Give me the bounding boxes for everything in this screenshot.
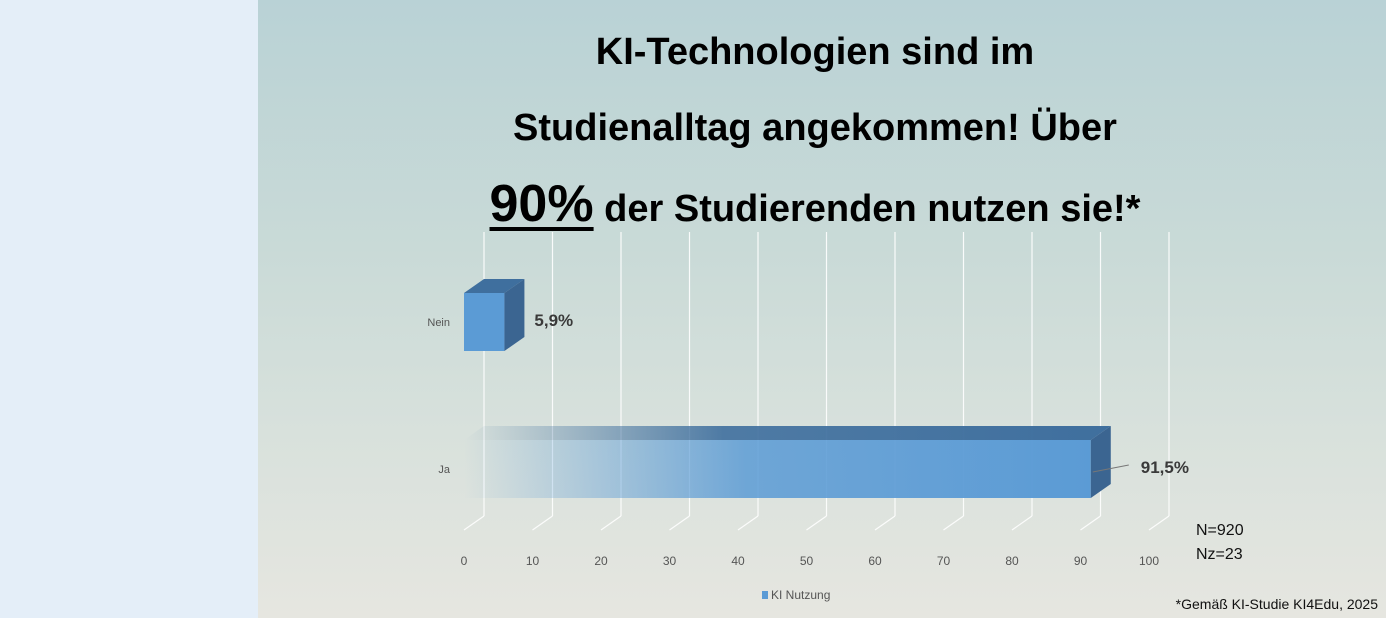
left-photo-panel (0, 0, 258, 618)
x-tick-label-60: 60 (868, 554, 882, 568)
x-tick-label-80: 80 (1005, 554, 1019, 568)
x-tick-label-100: 100 (1139, 554, 1159, 568)
legend-swatch (762, 591, 768, 599)
sample-info: N=920 Nz=23 (1196, 519, 1244, 567)
data-label-leader-ja (1092, 464, 1129, 473)
bar-top-nein (464, 279, 525, 293)
gridline-floor-30 (669, 515, 690, 531)
gridline-floor-20 (600, 515, 622, 531)
data-label-nein: 5,9% (534, 311, 573, 330)
gridline-floor-90 (1080, 515, 1101, 531)
sample-size-nz: Nz=23 (1196, 546, 1243, 563)
headline-line-2: Studienalltag angekommen! Über (513, 107, 1117, 149)
headline-line-3: 90% der Studierenden nutzen sie!* (400, 166, 1230, 247)
bar-ja (464, 440, 1091, 498)
gridline-floor-80 (1011, 515, 1033, 531)
gridline-floor-50 (806, 515, 827, 531)
x-tick-label-0: 0 (461, 554, 468, 568)
bar-side-ja (1090, 426, 1111, 498)
x-tick-label-40: 40 (731, 554, 745, 568)
source-note: *Gemäß KI-Studie KI4Edu, 2025 (1175, 596, 1378, 612)
gridline-floor-70 (943, 515, 964, 531)
chart-legend: KI Nutzung (762, 588, 830, 602)
headline: KI-Technologien sind im Studienalltag an… (400, 14, 1230, 247)
gridline-floor-10 (532, 515, 553, 531)
gridline-floor-100 (1148, 515, 1170, 531)
gridline-floor-60 (874, 515, 896, 531)
category-label-nein: Nein (427, 317, 450, 329)
data-label-ja: 91,5% (1141, 458, 1189, 477)
gridline-floor-40 (737, 515, 759, 531)
headline-line-1: KI-Technologien sind im (595, 31, 1035, 73)
bar-top-ja (464, 426, 1111, 440)
category-label-ja: Ja (438, 464, 451, 476)
x-tick-label-70: 70 (937, 554, 951, 568)
headline-line-3-rest: der Studierenden nutzen sie!* (593, 188, 1141, 230)
chart-background (258, 0, 1386, 618)
x-tick-label-10: 10 (526, 554, 540, 568)
headline-highlight-percent: 90% (489, 175, 594, 233)
sample-size-n: N=920 (1196, 522, 1244, 539)
x-tick-label-90: 90 (1074, 554, 1088, 568)
x-tick-label-20: 20 (594, 554, 608, 568)
legend-label: KI Nutzung (771, 588, 831, 602)
gridline-floor-0 (463, 515, 485, 531)
bar-nein (464, 293, 505, 351)
x-tick-label-30: 30 (663, 554, 677, 568)
bar-side-nein (504, 279, 525, 351)
x-tick-label-50: 50 (800, 554, 814, 568)
